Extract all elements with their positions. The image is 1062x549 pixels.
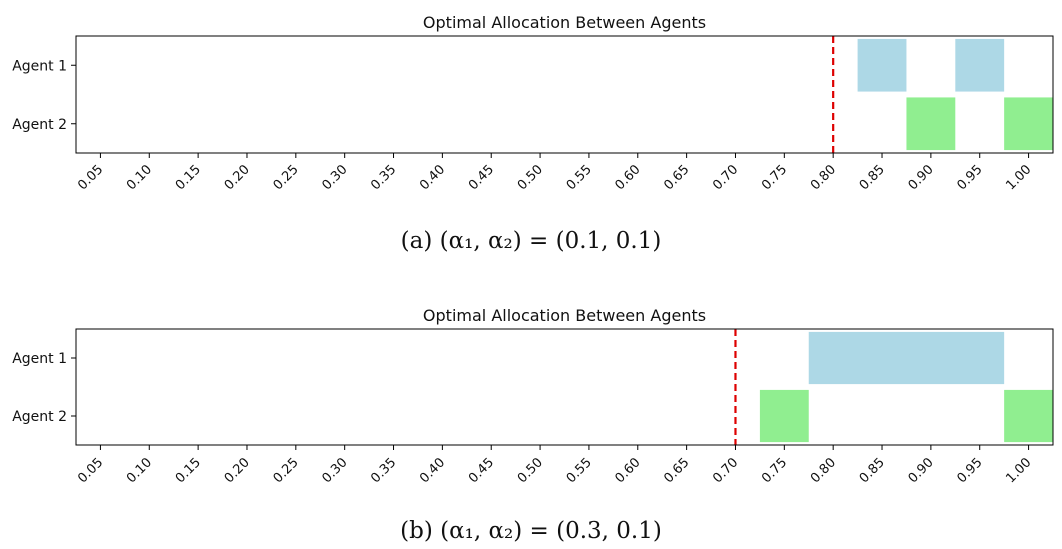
x-tick-label: 0.90	[906, 162, 937, 193]
y-tick-label: Agent 1	[12, 58, 67, 74]
x-tick-label: 0.35	[368, 455, 399, 486]
allocation-bar-agent-2	[1004, 97, 1053, 151]
x-tick-label: 0.50	[515, 455, 546, 486]
x-tick-label: 0.45	[466, 162, 497, 193]
figure-caption: (b) (α₁, α₂) = (0.3, 0.1)	[400, 518, 662, 544]
x-tick-label: 0.40	[417, 162, 448, 193]
x-tick-label: 0.45	[466, 455, 497, 486]
x-tick-label: 1.00	[1003, 455, 1034, 486]
panel-b: Optimal Allocation Between Agents Agent 1…	[12, 306, 1054, 544]
x-tick-label: 0.95	[954, 455, 985, 486]
x-tick-label: 0.75	[759, 455, 790, 486]
x-tick-label: 0.30	[319, 162, 350, 193]
x-tick-label: 1.00	[1003, 162, 1034, 193]
allocation-bar-agent-1	[955, 38, 1005, 92]
x-tick-label: 0.70	[710, 162, 741, 193]
x-tick-label: 0.60	[613, 455, 644, 486]
figure-caption: (a) (α₁, α₂) = (0.1, 0.1)	[401, 228, 662, 254]
y-tick-label: Agent 2	[12, 409, 67, 425]
chart-title: Optimal Allocation Between Agents	[423, 306, 706, 325]
allocation-bar-agent-1	[808, 331, 1005, 385]
x-tick-label: 0.85	[857, 162, 888, 193]
axes-frame	[75, 35, 1054, 154]
x-tick-label: 0.80	[808, 162, 839, 193]
x-tick-label: 0.30	[319, 455, 350, 486]
allocation-bar-agent-1	[857, 38, 907, 92]
x-tick-label: 0.50	[515, 162, 546, 193]
x-tick-label: 0.80	[808, 455, 839, 486]
allocation-bar-agent-2	[1004, 389, 1053, 443]
x-tick-label: 0.65	[661, 455, 692, 486]
x-tick-label: 0.15	[173, 162, 204, 193]
x-tick-label: 0.65	[661, 162, 692, 193]
x-tick-label: 0.75	[759, 162, 790, 193]
x-tick-label: 0.05	[75, 162, 106, 193]
x-tick-label: 0.20	[222, 455, 253, 486]
x-tick-label: 0.15	[173, 455, 204, 486]
x-tick-label: 0.35	[368, 162, 399, 193]
x-tick-label: 0.90	[906, 455, 937, 486]
x-tick-label: 0.55	[564, 455, 595, 486]
x-tick-label: 0.85	[857, 455, 888, 486]
panel-a: Optimal Allocation Between Agents Agent 1…	[12, 13, 1054, 254]
x-tick-label: 0.70	[710, 455, 741, 486]
x-tick-label: 0.95	[954, 162, 985, 193]
allocation-bar-agent-2	[906, 97, 956, 151]
axes-frame	[75, 328, 1054, 446]
x-tick-label: 0.25	[271, 162, 302, 193]
allocation-bar-agent-2	[759, 389, 809, 443]
y-tick-label: Agent 2	[12, 117, 67, 133]
x-tick-label: 0.10	[124, 162, 155, 193]
x-tick-label: 0.05	[75, 455, 106, 486]
y-tick-label: Agent 1	[12, 351, 67, 367]
x-tick-label: 0.20	[222, 162, 253, 193]
x-tick-label: 0.55	[564, 162, 595, 193]
x-tick-label: 0.25	[271, 455, 302, 486]
chart-title: Optimal Allocation Between Agents	[423, 13, 706, 32]
x-tick-label: 0.10	[124, 455, 155, 486]
x-tick-label: 0.40	[417, 455, 448, 486]
x-tick-label: 0.60	[613, 162, 644, 193]
